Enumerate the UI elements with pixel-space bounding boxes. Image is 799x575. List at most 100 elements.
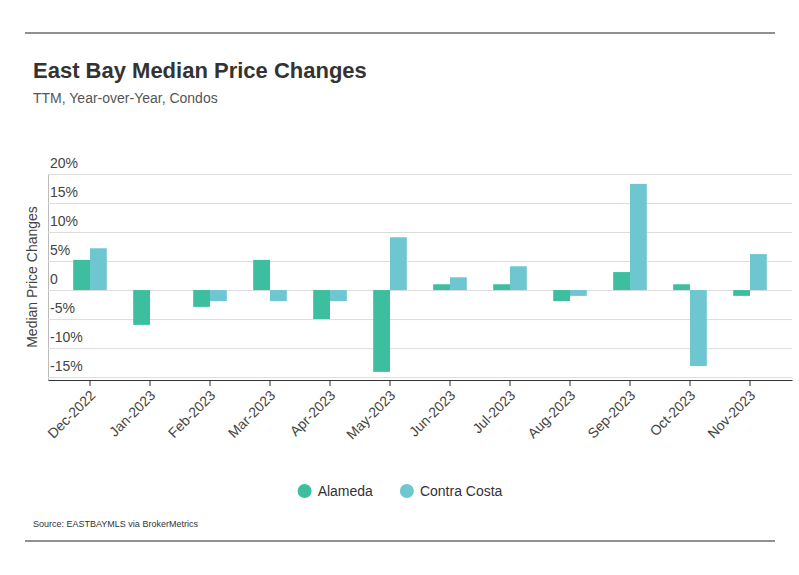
x-tick-label: Aug-2023 <box>524 387 578 441</box>
rule <box>25 541 775 542</box>
title: East Bay Median Price Changes <box>33 58 367 83</box>
bar <box>553 290 570 301</box>
x-tick-label: Dec-2022 <box>44 387 98 441</box>
legend: Alameda Contra Costa <box>298 483 503 499</box>
y-tick: -10% <box>48 329 792 348</box>
x-tick: Jun-2023 <box>406 380 459 440</box>
bars <box>73 184 767 372</box>
bar <box>193 290 210 307</box>
y-axis: 20% 15% 10% 5% 0 -5% -10% -15% <box>48 155 792 380</box>
grid-line <box>48 261 792 262</box>
y-tick: 10% <box>48 213 792 232</box>
x-tick-label: Oct-2023 <box>646 387 698 439</box>
x-tick-label: Jun-2023 <box>406 387 459 440</box>
legend-label: Contra Costa <box>420 483 503 499</box>
y-axis-title: Median Price Changes <box>24 206 40 348</box>
bar <box>90 248 107 290</box>
bar <box>570 290 587 296</box>
grid-line <box>48 203 792 204</box>
x-tick: Oct-2023 <box>646 380 698 439</box>
y-tick-label: 20% <box>50 155 78 171</box>
y-tick: 15% <box>48 184 792 203</box>
bar <box>330 290 347 301</box>
x-tick: Jan-2023 <box>106 380 159 440</box>
grid-line <box>48 174 792 175</box>
x-tick-label: Sep-2023 <box>584 387 638 441</box>
y-tick: 5% <box>48 242 792 261</box>
bar <box>630 184 647 290</box>
tick-mark <box>570 380 571 386</box>
legend-swatch <box>400 484 414 498</box>
source: Source: EASTBAYMLS via BrokerMetrics <box>33 519 198 529</box>
tick-mark <box>390 380 391 386</box>
x-tick-label: Mar-2023 <box>225 387 279 441</box>
x-tick: Apr-2023 <box>286 380 338 439</box>
bar <box>270 290 287 301</box>
y-tick: -5% <box>48 300 792 319</box>
y-axis-line <box>48 175 49 381</box>
bar <box>433 284 450 290</box>
y-tick: 0 <box>48 271 792 290</box>
tick-mark <box>690 380 691 386</box>
x-tick: Feb-2023 <box>165 380 219 441</box>
x-tick-label: May-2023 <box>343 387 398 442</box>
bar <box>450 277 467 290</box>
y-tick-label: 5% <box>50 242 70 258</box>
rule <box>25 33 775 34</box>
bar <box>613 272 630 290</box>
bar <box>510 266 527 290</box>
x-tick: Nov-2023 <box>704 380 758 441</box>
x-tick: Dec-2022 <box>44 380 98 441</box>
x-tick: Jul-2023 <box>469 380 518 436</box>
tick-mark <box>210 380 211 386</box>
x-tick-label: Nov-2023 <box>704 387 758 441</box>
tick-mark <box>150 380 151 386</box>
grid-line <box>48 290 792 291</box>
x-tick: May-2023 <box>343 380 398 442</box>
tick-mark <box>270 380 271 386</box>
x-tick-label: Feb-2023 <box>165 387 219 441</box>
bar <box>150 290 167 291</box>
tick-mark <box>90 380 91 386</box>
x-tick-label: Jul-2023 <box>469 387 518 436</box>
legend-item: Contra Costa <box>400 483 503 499</box>
subtitle: TTM, Year-over-Year, Condos <box>33 90 218 106</box>
bar <box>73 260 90 290</box>
x-tick: Aug-2023 <box>524 380 578 441</box>
y-tick-label: -15% <box>50 358 83 374</box>
x-tick-label: Jan-2023 <box>106 387 159 440</box>
grid-line <box>48 319 792 320</box>
bar <box>493 284 510 290</box>
tick-mark <box>450 380 451 386</box>
y-tick-label: 0 <box>50 271 58 287</box>
legend-label: Alameda <box>318 483 373 499</box>
x-tick: Sep-2023 <box>584 380 638 441</box>
grid-line <box>48 377 792 378</box>
bar <box>390 237 407 290</box>
x-axis-line <box>49 380 793 381</box>
tick-mark <box>750 380 751 386</box>
x-tick: Mar-2023 <box>225 380 279 441</box>
bar <box>373 290 390 372</box>
tick-mark <box>630 380 631 386</box>
tick-mark <box>510 380 511 386</box>
tick-mark <box>330 380 331 386</box>
grid-line <box>48 348 792 349</box>
bar <box>313 290 330 319</box>
legend-item: Alameda <box>298 483 373 499</box>
y-tick-label: 15% <box>50 184 78 200</box>
y-tick-label: -10% <box>50 329 83 345</box>
y-tick: -15% <box>48 358 792 377</box>
y-tick: 20% <box>48 155 792 174</box>
bar <box>253 260 270 290</box>
bar <box>210 290 227 301</box>
legend-swatch <box>298 484 312 498</box>
bar <box>750 254 767 290</box>
y-tick-label: 10% <box>50 213 78 229</box>
y-tick-label: -5% <box>50 300 75 316</box>
bar <box>690 290 707 366</box>
bar <box>133 290 150 325</box>
grid-line <box>48 232 792 233</box>
x-tick-label: Apr-2023 <box>286 387 338 439</box>
bar <box>673 284 690 290</box>
